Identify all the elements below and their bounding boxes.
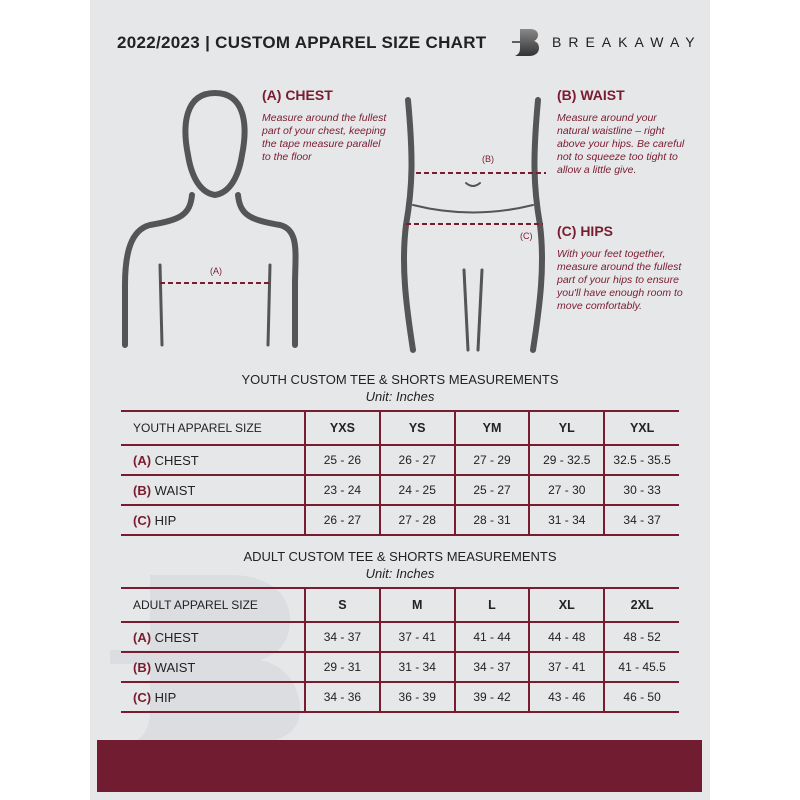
chest-marker: (A) [210, 266, 222, 276]
size-value-cell: 29 - 32.5 [528, 444, 605, 476]
adult-table-unit: Unit: Inches [365, 566, 435, 581]
measurement-name: WAIST [154, 659, 196, 675]
brand-logo: BREAKAWAY [512, 26, 702, 58]
size-value-cell: 48 - 52 [603, 621, 679, 653]
footer-band [97, 740, 702, 792]
upper-body-illustration [122, 89, 299, 348]
youth-table-title: YOUTH CUSTOM TEE & SHORTS MEASUREMENTS [241, 372, 559, 387]
hips-instructions: With your feet together, measure around … [557, 248, 683, 312]
table-header-row: YOUTH APPAREL SIZE YXS YS YM YL YXL [121, 410, 679, 446]
table-header-row: ADULT APPAREL SIZE S M L XL 2XL [121, 587, 679, 623]
table-row: (A) CHEST 34 - 37 37 - 41 41 - 44 44 - 48 48 … [121, 621, 679, 653]
size-value-cell: 46 - 50 [603, 681, 679, 713]
measurement-code: (A) [133, 629, 152, 645]
header-cell: YM [453, 410, 530, 446]
size-value-cell: 27 - 30 [528, 474, 605, 506]
size-value-cell: 43 - 46 [528, 681, 605, 713]
size-value-cell: 27 - 29 [453, 444, 530, 476]
header-cell: YXL [603, 410, 679, 446]
waist-title: (B) WAIST [557, 87, 625, 103]
header-cell: YS [378, 410, 455, 446]
table-row: (A) CHEST 25 - 26 26 - 27 27 - 29 29 - 32.5 3… [121, 444, 679, 476]
header-cell: YXS [304, 410, 380, 446]
measurement-code: (B) [133, 482, 152, 498]
size-value-cell: 34 - 36 [304, 681, 380, 713]
brand-name: BREAKAWAY [552, 34, 702, 50]
size-value-cell: 41 - 45.5 [603, 651, 679, 683]
size-value-cell: 25 - 27 [453, 474, 530, 506]
measurement-name: WAIST [154, 482, 196, 498]
header-cell: 2XL [603, 587, 679, 623]
size-value-cell: 30 - 33 [603, 474, 679, 506]
size-value-cell: 37 - 41 [528, 651, 605, 683]
measurement-label: (C) HIP [121, 504, 305, 536]
chest-title: (A) CHEST [262, 87, 333, 103]
size-value-cell: 28 - 31 [453, 504, 530, 536]
size-value-cell: 36 - 39 [378, 681, 455, 713]
size-value-cell: 25 - 26 [304, 444, 380, 476]
header-cell: ADULT APPAREL SIZE [121, 587, 305, 623]
chest-instructions: Measure around the fullest part of your … [262, 112, 387, 163]
waist-instructions: Measure around your natural waistline – … [557, 112, 685, 176]
size-value-cell: 24 - 25 [378, 474, 455, 506]
measurement-name: HIP [154, 512, 177, 528]
table-row: (C) HIP 34 - 36 36 - 39 39 - 42 43 - 46 46 - … [121, 681, 679, 713]
table-row: (B) WAIST 29 - 31 31 - 34 34 - 37 37 - 41 41 … [121, 651, 679, 683]
measurement-label: (B) WAIST [121, 651, 305, 683]
hips-marker: (C) [520, 231, 533, 241]
size-value-cell: 29 - 31 [304, 651, 380, 683]
size-value-cell: 26 - 27 [378, 444, 455, 476]
size-value-cell: 27 - 28 [378, 504, 455, 536]
header-cell: L [453, 587, 530, 623]
header-cell: YL [528, 410, 605, 446]
youth-size-table: YOUTH APPAREL SIZE YXS YS YM YL YXL (A) … [121, 410, 679, 536]
size-value-cell: 23 - 24 [304, 474, 380, 506]
measurement-code: (C) [133, 689, 152, 705]
lower-body-illustration [401, 97, 546, 353]
size-value-cell: 34 - 37 [453, 651, 530, 683]
hips-title: (C) HIPS [557, 223, 613, 239]
table-row: (B) WAIST 23 - 24 24 - 25 25 - 27 27 - 30 30 … [121, 474, 679, 506]
size-value-cell: 34 - 37 [603, 504, 679, 536]
measurement-label: (A) CHEST [121, 444, 305, 476]
size-value-cell: 41 - 44 [453, 621, 530, 653]
size-value-cell: 31 - 34 [528, 504, 605, 536]
measurement-name: CHEST [154, 452, 199, 468]
measurement-label: (C) HIP [121, 681, 305, 713]
header-cell: S [304, 587, 380, 623]
size-value-cell: 34 - 37 [304, 621, 380, 653]
header-cell: YOUTH APPAREL SIZE [121, 410, 305, 446]
size-value-cell: 31 - 34 [378, 651, 455, 683]
page-title: 2022/2023 | CUSTOM APPAREL SIZE CHART [117, 33, 487, 52]
adult-size-table: ADULT APPAREL SIZE S M L XL 2XL (A) CHES… [121, 587, 679, 713]
header-cell: XL [528, 587, 605, 623]
measurement-label: (B) WAIST [121, 474, 305, 506]
size-value-cell: 37 - 41 [378, 621, 455, 653]
breakaway-b-icon [512, 29, 539, 56]
measurement-code: (B) [133, 659, 152, 675]
waist-marker: (B) [482, 154, 494, 164]
size-value-cell: 39 - 42 [453, 681, 530, 713]
measurement-name: HIP [154, 689, 177, 705]
size-value-cell: 44 - 48 [528, 621, 605, 653]
table-row: (C) HIP 26 - 27 27 - 28 28 - 31 31 - 34 34 - … [121, 504, 679, 536]
size-value-cell: 32.5 - 35.5 [603, 444, 679, 476]
measurement-label: (A) CHEST [121, 621, 305, 653]
measurement-name: CHEST [154, 629, 199, 645]
adult-table-title: ADULT CUSTOM TEE & SHORTS MEASUREMENTS [243, 549, 557, 564]
size-value-cell: 26 - 27 [304, 504, 380, 536]
youth-table-unit: Unit: Inches [365, 389, 435, 404]
header-cell: M [378, 587, 455, 623]
measurement-code: (A) [133, 452, 152, 468]
measurement-code: (C) [133, 512, 152, 528]
